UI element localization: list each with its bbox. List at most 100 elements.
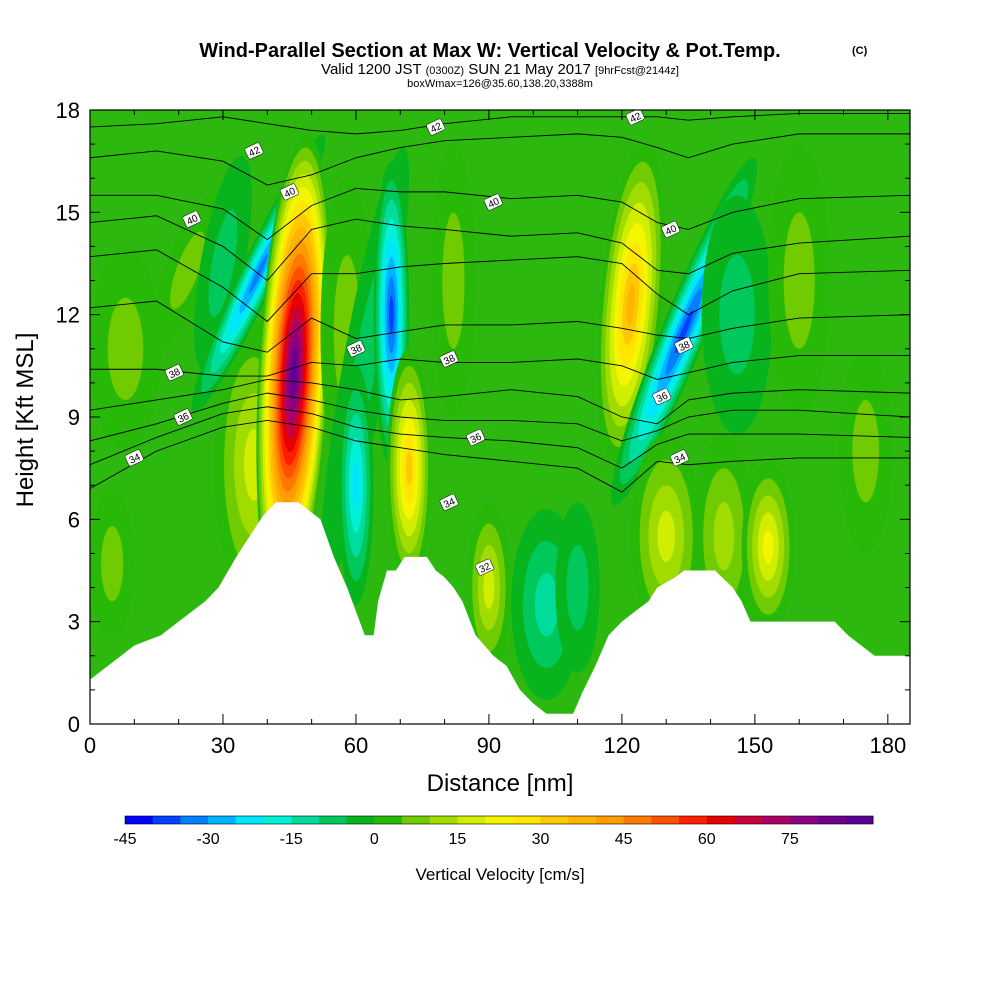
colorbar-tick-label: 0 [370,831,379,848]
colorbar-label: Vertical Velocity [cm/s] [415,865,584,884]
theta-contour-label: 42 [426,118,446,136]
theta-contour-label: 40 [661,220,681,238]
colorbar-swatch [485,816,514,824]
theta-contour-line [90,355,910,380]
label-box [661,220,681,238]
plot-area: 42 42 42 40 40 40 40 38 38 38 38 36 36 36 34 34 34 32 [90,110,910,724]
theta-contour-label: 36 [652,388,672,405]
theta-contour-label: 40 [483,193,503,211]
theta-contour-line [90,112,910,135]
velocity-contour-fill [101,526,124,602]
y-tick-label: 6 [68,507,80,532]
x-axis-label: Distance [nm] [427,770,574,797]
y-tick-label: 18 [56,98,80,123]
colorbar-swatch [125,816,154,824]
colorbar-tick-label: 15 [449,831,467,848]
valid-time: Valid 1200 JST (0300Z) SUN 21 May 2017 [… [321,61,679,78]
theta-contour-line [90,419,910,493]
theta-contour-value: 34 [442,496,457,511]
theta-contour-value: 34 [673,452,688,467]
x-tick-label: 0 [84,733,96,758]
label-box [466,429,485,446]
label-box [164,364,184,382]
y-tick-label: 3 [68,610,80,635]
velocity-contour-fill [107,297,144,400]
velocity-contour-fill [483,566,495,609]
colorbar-swatch [291,816,320,824]
axis-ticks [89,109,910,725]
colorbar-swatch [374,816,403,824]
theta-contour-value: 42 [628,111,643,126]
x-tick-label: 30 [211,733,235,758]
colorbar-swatch [568,816,597,824]
velocity-contour-fill [566,544,589,631]
terrain-mask [90,502,910,724]
theta-contour-label: 40 [280,183,299,201]
velocity-contour-fill [534,572,559,637]
theta-contour-value: 34 [128,452,143,467]
theta-contour-value: 40 [664,223,679,238]
colorbar-swatch [817,816,846,824]
label-box [346,340,366,358]
label-box [652,388,672,405]
colorbar-frame [124,815,874,825]
colorbar-swatch [429,816,458,824]
colorbar [124,815,874,825]
theta-contour-value: 40 [283,186,298,201]
colorbar-swatch [789,816,819,824]
colorbar-swatch [318,816,348,824]
theta-contour-line [90,379,910,425]
colorbar-swatch [762,816,791,824]
y-axis-tick-labels: 0 3 6 9 12 15 18 [56,98,80,737]
x-tick-label: 60 [344,733,368,758]
label-box [439,493,459,511]
colorbar-swatch [457,816,486,824]
colorbar-swatch [651,816,680,824]
theta-contour-label: 42 [625,110,645,126]
velocity-contour-fill [389,295,394,334]
theta-contour-label: 34 [670,449,689,467]
theta-contour-label: 32 [475,558,494,576]
velocity-contour-fill [442,212,465,349]
velocity-contour-fill [405,451,413,486]
colorbar-tick-label: 45 [615,831,633,848]
theta-contour-line [90,300,910,353]
velocity-contour-fill [762,529,774,564]
box-info: boxWmax=126@35.60,138.20,3388m [407,78,593,90]
potential-temperature-contours [90,112,910,493]
label-box [244,142,264,160]
x-tick-label: 180 [869,733,906,758]
theta-contour-value: 42 [429,121,444,136]
colorbar-swatch [845,816,874,824]
colorbar-tick-label: 30 [532,831,550,848]
x-tick-label: 150 [737,733,774,758]
colorbar-swatch [734,816,763,824]
colorbar-tick-labels: -45 -30 -15 0 15 30 45 60 75 [113,831,798,848]
x-axis-tick-labels: 0 30 60 90 120 150 180 [84,733,906,758]
label-box [674,336,694,354]
colorbar-swatch [540,816,569,824]
colorbar-swatch [235,816,265,824]
velocity-contour-fill [783,212,815,349]
theta-contour-label: 38 [439,350,459,368]
label-box [483,193,503,211]
velocity-contour-fill [713,502,735,571]
theta-contour-label: 36 [466,429,485,446]
label-box [426,118,446,136]
colorbar-swatch [679,816,708,824]
y-tick-label: 0 [68,712,80,737]
colorbar-swatch [180,816,209,824]
velocity-contour-fill [208,209,238,318]
theta-contour-value: 40 [487,196,502,211]
theta-contour-line [90,392,910,442]
colorbar-swatch [263,816,292,824]
velocity-contour-fill [719,254,755,375]
theta-contour-label: 40 [182,210,202,228]
theta-contour-line [90,133,910,186]
colorbar-swatch [402,816,431,824]
theta-contour-value: 32 [478,561,493,576]
y-tick-label: 12 [56,303,80,328]
y-tick-label: 15 [56,200,80,225]
velocity-contour-fill [170,231,205,309]
